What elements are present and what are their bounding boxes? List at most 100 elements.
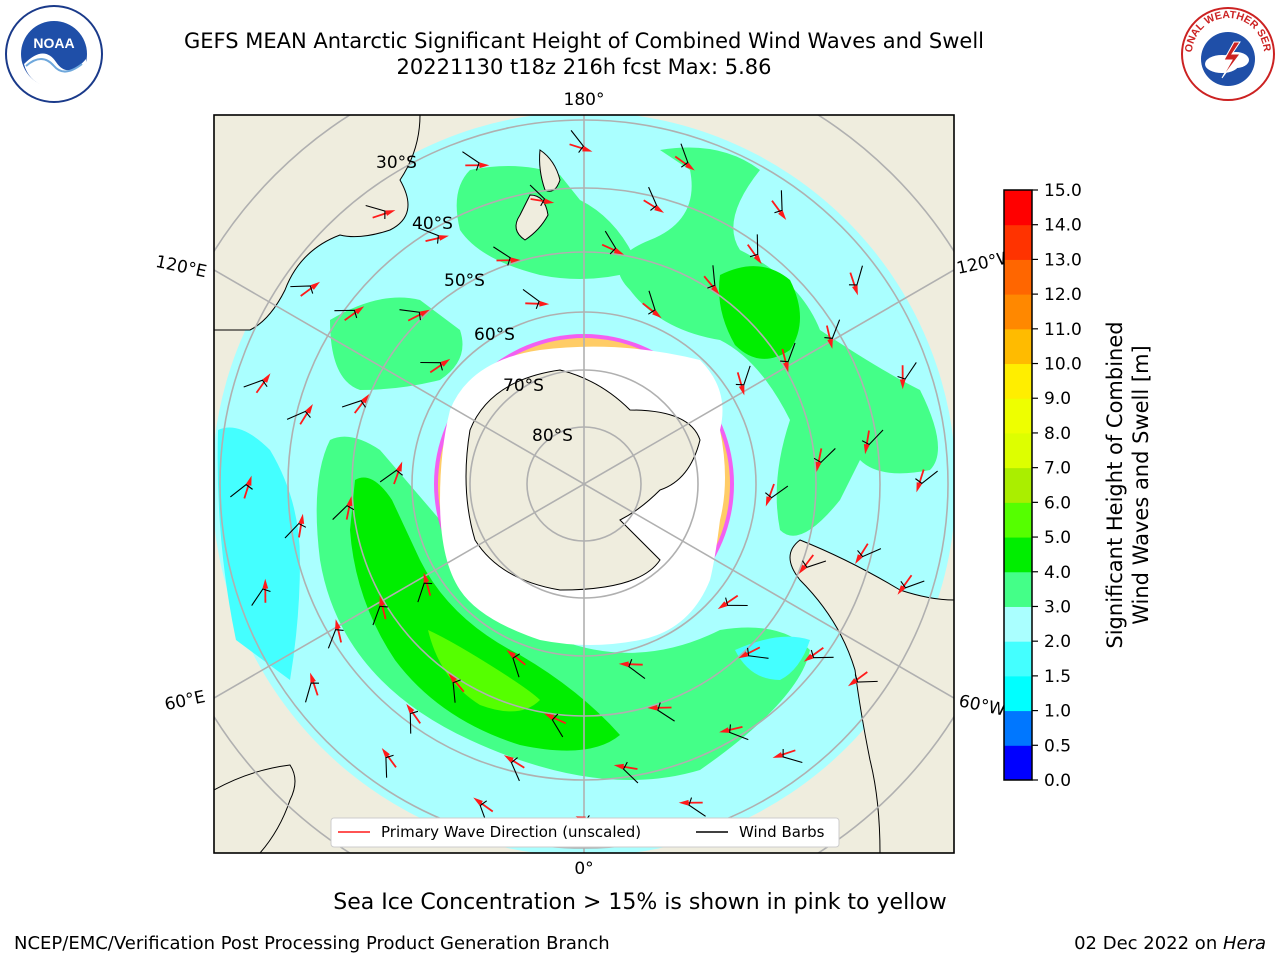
colorbar-tick-label: 15.0 (1044, 181, 1082, 201)
wave-arrowhead (815, 461, 822, 472)
colorbar-tick-label: 12.0 (1044, 285, 1082, 305)
wind-barb (657, 702, 675, 722)
wave-arrowhead (419, 309, 430, 317)
lon-label-120e: 120°E (154, 252, 209, 282)
wave-arrowhead (544, 713, 555, 721)
colorbar-label-line1: Significant Height of Combined (1103, 321, 1127, 648)
wave-arrowhead (678, 799, 689, 806)
wave-arrowhead (798, 564, 808, 575)
wave-arrowhead (652, 309, 662, 319)
wave-region-3-4m-north (456, 166, 640, 279)
wind-barb (813, 448, 836, 464)
colorbar-swatch (1004, 294, 1032, 330)
footer-date: 02 Dec 2022 on Hera (1074, 933, 1266, 954)
south-america-land (789, 539, 954, 853)
wind-barb (765, 485, 789, 499)
wave-region-5-6m-south (428, 630, 540, 712)
wave-arrowhead (262, 373, 271, 383)
wind-barb (327, 629, 344, 649)
sea-ice-caption: Sea Ice Concentration > 15% is shown in … (333, 890, 947, 915)
wind-barb (725, 597, 748, 607)
wind-barb (522, 289, 540, 310)
colorbar-tick-label: 2.0 (1044, 632, 1071, 652)
wind-barb (746, 647, 769, 659)
wind-barb (334, 309, 358, 319)
colorbar-tick-label: 1.0 (1044, 702, 1071, 722)
wind-barb (290, 285, 314, 294)
wind-barb (848, 265, 864, 286)
wind-barb (707, 265, 716, 289)
wind-barb (243, 379, 268, 388)
colorbar-label-line2: Wind Waves and Swell [m] (1129, 345, 1153, 625)
footer-date-text: 02 Dec 2022 on (1074, 933, 1223, 954)
wave-arrowhead (310, 281, 321, 290)
colorbar-swatch (1004, 641, 1032, 677)
chart-subtitle: 20221130 t18z 216h fcst Max: 5.86 (396, 55, 772, 79)
wave-arrowhead (738, 385, 745, 396)
colorbar-swatch (1004, 224, 1032, 260)
colorbar-swatch (1004, 190, 1032, 226)
colorbar-swatch (1004, 432, 1032, 469)
wave-arrowhead (647, 704, 658, 711)
wave-region-4-5m-northeast (719, 266, 800, 359)
wave-arrowhead (899, 379, 906, 390)
wave-arrowhead (855, 554, 863, 565)
lat-label-40s: 40°S (412, 214, 453, 234)
wind-barb (251, 588, 271, 606)
wave-arrowhead (406, 703, 415, 714)
lon-label-180: 180° (564, 90, 605, 110)
wave-arrowhead (539, 300, 550, 307)
lat-label-70s: 70°S (503, 376, 544, 396)
wind-barb (915, 470, 938, 485)
lat-label-60s: 60°S (474, 325, 515, 345)
wave-arrowhead (448, 673, 457, 683)
nws-logo-icon: NATIONAL WEATHER SERVICE (1178, 4, 1276, 102)
colorbar-tick-label: 8.0 (1044, 424, 1071, 444)
wind-barb (409, 710, 419, 734)
wave-arrowhead (360, 393, 370, 404)
wind-barb (854, 674, 878, 683)
colorbar-swatch (1004, 259, 1032, 295)
colorbar-swatch (1004, 537, 1032, 573)
wind-barb (735, 365, 751, 386)
wave-arrowhead (438, 235, 449, 241)
wave-arrowhead (847, 678, 858, 687)
wave-arrowhead (396, 461, 403, 472)
colorbar-swatch (1004, 502, 1032, 538)
wave-direction-legend-label: Primary Wave Direction (unscaled) (381, 823, 641, 841)
wind-barb (286, 410, 311, 420)
wave-region-3-4m-northwest (330, 297, 463, 390)
wave-arrowhead (305, 403, 313, 414)
lon-label-60e: 60°E (163, 687, 207, 715)
wave-region-4-5m-south (350, 477, 620, 751)
wave-arrowhead (506, 649, 516, 659)
colorbar-tick-label: 1.5 (1044, 667, 1071, 687)
colorbar-swatch (1004, 571, 1032, 607)
colorbar-label: Significant Height of Combined Wind Wave… (1103, 321, 1153, 648)
colorbar-swatch (1004, 467, 1032, 503)
colorbar-swatch (1004, 675, 1032, 712)
wave-arrowhead (618, 661, 629, 668)
colorbar-tick-label: 6.0 (1044, 493, 1071, 513)
wind-barb (419, 227, 439, 244)
wind-barb (688, 797, 706, 817)
footer-branch: NCEP/EMC/Verification Post Processing Pr… (14, 933, 610, 954)
wind-barb (801, 560, 827, 568)
wind-barb (512, 653, 520, 678)
chart-title: GEFS MEAN Antarctic Significant Height o… (183, 29, 985, 53)
wave-arrowhead (765, 496, 772, 507)
wave-arrowhead (738, 651, 749, 659)
lat-label-80s: 80°S (532, 426, 573, 446)
map-frame (213, 114, 955, 854)
lon-label-60w: 60°W (957, 691, 1007, 720)
africa-land (214, 764, 296, 853)
wave-arrowhead (262, 578, 269, 589)
colorbar-swatch (1004, 606, 1032, 642)
colorbar-tick-label: 14.0 (1044, 216, 1082, 236)
wave-direction-arrows (243, 143, 925, 825)
noaa-logo-text: NOAA (33, 35, 74, 51)
lat-label-30s: 30°S (376, 153, 417, 173)
wind-barb (341, 400, 367, 408)
colorbar-tick-label: 3.0 (1044, 597, 1071, 617)
